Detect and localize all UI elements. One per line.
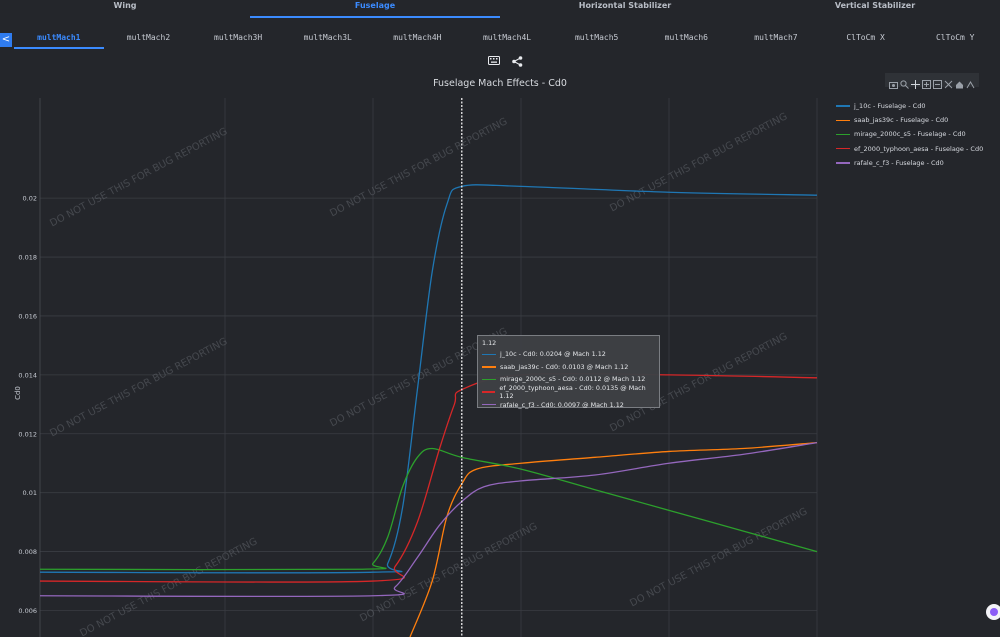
chart-title: Fuselage Mach Effects - Cd0 [433,78,567,89]
legend-item[interactable]: saab_jas39c - Fuselage - Cd0 [836,113,983,127]
tooltip-row: ef_2000_typhoon_aesa - Cd0: 0.0135 @ Mac… [482,384,655,400]
pan-icon[interactable] [911,74,920,89]
tooltip-row: mirage_2000c_s5 - Cd0: 0.0112 @ Mach 1.1… [482,373,655,386]
watermark-text: DO NOT USE THIS FOR BUG REPORTING [608,111,789,214]
tooltip-row: j_10c - Cd0: 0.0204 @ Mach 1.12 [482,348,655,361]
y-tick-label: 0.018 [18,254,37,262]
tab-multmach7[interactable]: multMach7 [754,33,798,42]
tab-multmach2[interactable]: multMach2 [126,33,171,42]
watermark-text: DO NOT USE THIS FOR BUG REPORTING [48,336,229,439]
coefficient-tabs: multMach1 multMach2 multMach3H multMach3… [14,28,1000,50]
y-tick-label: 0.014 [18,371,37,379]
y-tick-label: 0.008 [18,548,37,556]
tab-horizontal-stabilizer[interactable]: Horizontal Stabilizer [578,1,672,10]
tab-vertical-stabilizer[interactable]: Vertical Stabilizer [834,1,916,10]
chart-tools [488,56,523,67]
tab-cltocm-y[interactable]: ClToCm Y [935,33,975,42]
tab-multmach3l[interactable]: multMach3L [303,33,352,42]
autoscale-icon[interactable] [944,74,953,89]
tab-fuselage[interactable]: Fuselage [250,0,500,18]
watermark-text: DO NOT USE THIS FOR BUG REPORTING [48,126,229,229]
tab-multmach6[interactable]: multMach6 [664,33,708,42]
y-tick-label: 0.02 [23,195,37,203]
series-line[interactable] [39,373,818,583]
y-tick-label: 0.012 [18,430,37,438]
watermark-text: DO NOT USE THIS FOR BUG REPORTING [328,116,509,219]
y-tick-label: 0.01 [23,489,37,497]
tab-multmach3h[interactable]: multMach3H [214,33,263,42]
legend-item[interactable]: j_10c - Fuselage - Cd0 [836,99,983,113]
zoom-out-icon[interactable] [933,74,942,89]
legend: j_10c - Fuselage - Cd0 saab_jas39c - Fus… [836,99,983,170]
tooltip-header: 1.12 [482,339,497,347]
hover-tooltip: 1.12 j_10c - Cd0: 0.0204 @ Mach 1.12 saa… [477,335,660,411]
assistant-launcher-icon[interactable] [986,604,1000,620]
mach-effects-chart[interactable]: Fuselage Mach Effects - Cd0 DO NOT USE T… [0,72,1000,637]
legend-item[interactable]: mirage_2000c_s5 - Fuselage - Cd0 [836,127,983,141]
legend-swatch [836,133,850,136]
series-line[interactable] [39,447,818,571]
watermark-text: DO NOT USE THIS FOR BUG REPORTING [358,521,539,624]
collapse-sidebar-button[interactable]: < [0,33,12,47]
tab-multmach1[interactable]: multMach1 [14,28,104,50]
watermark-text: DO NOT USE THIS FOR BUG REPORTING [628,506,809,609]
share-icon[interactable] [512,56,523,67]
y-tick-label: 0.006 [18,607,37,615]
keyboard-icon[interactable] [488,56,500,65]
spike-lines-icon[interactable] [966,74,975,89]
zoom-icon[interactable] [900,74,909,89]
series-line[interactable] [39,184,818,574]
legend-swatch [836,119,850,122]
tooltip-row: saab_jas39c - Cd0: 0.0103 @ Mach 1.12 [482,361,655,374]
tooltip-row: rafale_c_f3 - Cd0: 0.0097 @ Mach 1.12 [482,398,655,411]
y-tick-label: 0.016 [18,312,37,320]
legend-item[interactable]: rafale_c_f3 - Fuselage - Cd0 [836,156,983,170]
tab-multmach4l[interactable]: multMach4L [482,33,532,42]
plot-modebar [885,73,979,89]
legend-swatch [836,147,850,150]
component-tabs: Wing Fuselage Horizontal Stabilizer Vert… [0,0,1000,18]
reset-axes-icon[interactable] [955,74,964,89]
tab-multmach5[interactable]: multMach5 [574,33,619,42]
y-axis-label: Cd0 [14,386,22,400]
legend-item[interactable]: ef_2000_typhoon_aesa - Fuselage - Cd0 [836,142,983,156]
camera-icon[interactable] [889,74,898,89]
tab-cltocm-x[interactable]: ClToCm X [846,33,885,42]
legend-swatch [836,105,850,107]
legend-swatch [836,162,850,164]
tab-wing[interactable]: Wing [113,1,137,10]
zoom-in-icon[interactable] [922,74,931,89]
tab-multmach4h[interactable]: multMach4H [393,33,442,42]
